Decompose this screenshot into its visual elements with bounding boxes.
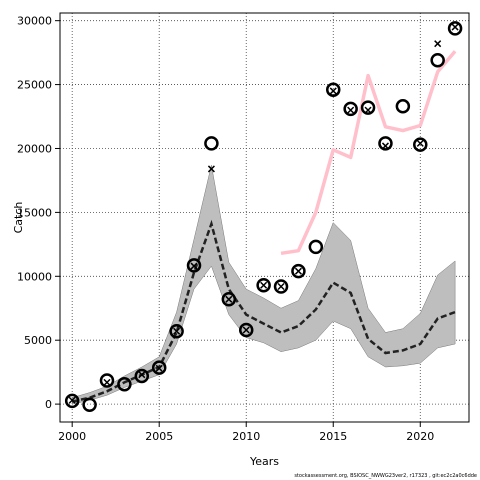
observed-catch-point	[221, 292, 237, 307]
predicted-catch-cross	[242, 326, 250, 334]
y-tick-label: 0	[45, 398, 52, 411]
observed-catch-point	[99, 373, 115, 388]
predicted-catch-cross	[225, 295, 233, 303]
y-axis-title: Catch	[12, 202, 25, 234]
axes: 2000 2005 2010 2015 2020 0 5000 10000 15000 20000…	[17, 15, 434, 443]
y-tick-label: 25000	[17, 79, 52, 92]
reference-catch-line	[280, 50, 457, 256]
predicted-catch-cross	[434, 40, 442, 48]
observed-catch-point	[308, 239, 324, 255]
observed-catch-point	[413, 137, 428, 152]
y-tick-label: 10000	[17, 270, 52, 283]
observed-catch-point	[395, 99, 411, 114]
observed-catch-point	[134, 368, 150, 384]
x-tick-label: 2010	[232, 430, 260, 443]
observed-catch-point	[343, 101, 358, 117]
observed-catch-point	[447, 21, 463, 36]
predicted-catch-cross	[173, 327, 181, 335]
y-tick-label: 20000	[17, 142, 52, 155]
source-note: stockassessment.org, BSIOSC_NWWG23ver2, …	[294, 473, 477, 479]
data-markers	[64, 21, 463, 412]
predicted-catch-cross	[103, 378, 111, 386]
observed-catch-point	[325, 82, 341, 97]
observed-catch-point	[117, 377, 132, 392]
predicted-catch-cross	[381, 142, 389, 150]
plot-frame	[59, 12, 470, 423]
observed-catch-point	[238, 322, 254, 338]
observed-catch-point	[82, 397, 97, 412]
observed-catch-point	[291, 263, 306, 279]
predicted-catch-cross	[416, 139, 424, 147]
observed-catch-point	[273, 279, 289, 294]
y-tick-label: 30000	[17, 15, 52, 28]
y-tick-label: 5000	[24, 334, 52, 347]
observed-catch-point	[151, 360, 167, 375]
predicted-catch-cross	[190, 262, 198, 270]
observed-catch-point	[430, 53, 445, 68]
predicted-catch-cross	[347, 106, 355, 114]
predicted-catch-cross	[451, 23, 459, 31]
x-axis-title: Years	[249, 455, 279, 468]
predicted-catch-cross	[364, 106, 372, 114]
uncertainty-band	[71, 165, 456, 405]
x-tick-label: 2015	[319, 430, 347, 443]
predicted-catch-cross	[138, 371, 146, 379]
observed-catch-point	[64, 393, 80, 409]
x-tick-label: 2000	[58, 430, 86, 443]
x-tick-label: 2005	[145, 430, 173, 443]
observed-catch-point	[186, 258, 202, 273]
predicted-catch-cross	[68, 396, 76, 404]
observed-catch-point	[256, 277, 271, 293]
x-tick-label: 2020	[406, 430, 434, 443]
observed-catch-point	[169, 324, 184, 339]
predicted-catch-cross	[155, 364, 163, 372]
observed-catch-point	[360, 100, 376, 115]
predicted-catch-cross	[277, 282, 285, 291]
y-tick-label: 15000	[17, 206, 52, 219]
predicted-catch-cross	[260, 281, 268, 289]
predicted-catch-cross	[329, 87, 337, 95]
observed-catch-point	[378, 136, 393, 151]
observed-catch-point	[204, 136, 219, 151]
predicted-catch-cross	[207, 165, 215, 173]
predicted-catch-cross	[294, 267, 302, 275]
confidence-band	[71, 165, 456, 405]
